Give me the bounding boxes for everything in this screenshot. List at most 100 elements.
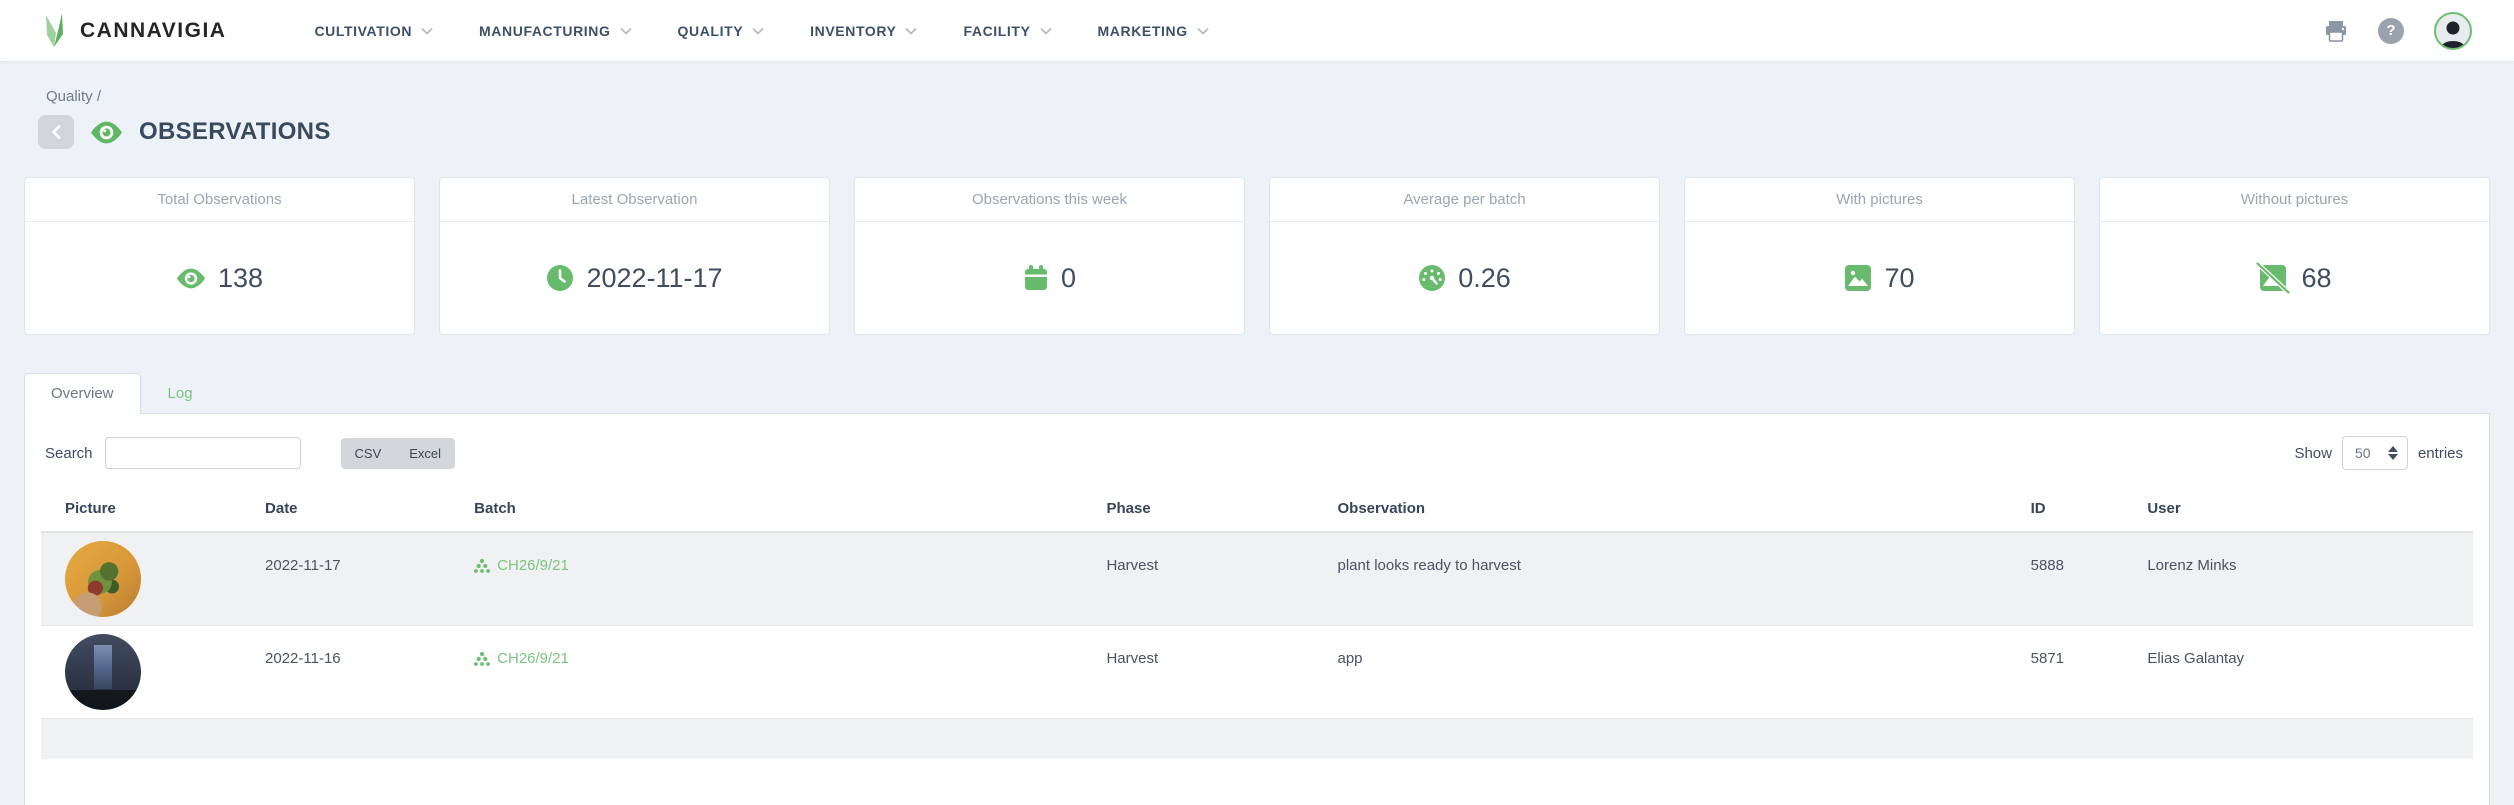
tab-log[interactable]: Log [167, 385, 193, 402]
brand-name: CANNAVIGIA [80, 18, 227, 42]
user-avatar[interactable] [2434, 11, 2472, 50]
stat-card-value: 70 [1884, 262, 1915, 293]
search-label: Search [45, 444, 93, 462]
page-title: OBSERVATIONS [139, 118, 331, 145]
person-icon [2440, 21, 2466, 48]
nav-item-cultivation[interactable]: CULTIVATION [314, 23, 433, 39]
help-button[interactable]: ? [2378, 17, 2404, 44]
breadcrumb[interactable]: Quality / [46, 88, 102, 105]
print-button[interactable] [2324, 20, 2348, 42]
col-header-picture[interactable]: Picture [41, 484, 256, 533]
calendar-icon [1024, 265, 1047, 290]
page-size-select[interactable]: 50 [2341, 436, 2408, 470]
tab-bar: Overview Log [24, 373, 2490, 414]
col-header-observation[interactable]: Observation [1327, 484, 2021, 533]
nav-item-marketing[interactable]: MARKETING [1098, 23, 1209, 39]
observation-photo[interactable] [65, 541, 141, 617]
stat-card-label: With pictures [1685, 178, 2074, 222]
batch-label: CH26/9/21 [497, 650, 569, 667]
stat-card-total-observations: Total Observations 138 [24, 177, 415, 335]
clock-icon [547, 265, 574, 291]
stat-card-value: 68 [2301, 262, 2332, 293]
stat-card-label: Total Observations [25, 178, 414, 222]
batch-sitemap-icon [474, 558, 491, 573]
nav-item-facility[interactable]: FACILITY [963, 23, 1052, 39]
col-header-id[interactable]: ID [2020, 484, 2138, 533]
col-header-date[interactable]: Date [255, 484, 465, 533]
nav-item-inventory[interactable]: INVENTORY [810, 23, 918, 39]
stat-card-value: 2022-11-17 [586, 262, 723, 293]
nav-item-quality[interactable]: QUALITY [678, 23, 765, 39]
col-header-phase[interactable]: Phase [1096, 484, 1328, 533]
chevron-down-icon [905, 27, 918, 35]
cell-user: Elias Galantay [2137, 625, 2473, 719]
page-title-row: OBSERVATIONS [38, 115, 2514, 149]
table-row: 2022-11-16 CH26/9/21 Har [41, 625, 2473, 719]
stat-card-label: Without pictures [2100, 178, 2489, 222]
topbar: CANNAVIGIA CULTIVATION MANUFACTURING QUA… [0, 0, 2514, 62]
chevron-left-icon [52, 125, 61, 139]
chevron-down-icon [619, 27, 632, 35]
col-header-user[interactable]: User [2137, 484, 2473, 533]
cell-id: 5888 [2020, 531, 2138, 626]
nav-item-manufacturing[interactable]: MANUFACTURING [479, 23, 632, 39]
table-row: 2022-11-17 CH26/9/21 Har [41, 531, 2473, 626]
page-size-value: 50 [2354, 445, 2371, 461]
batch-label: CH26/9/21 [497, 557, 569, 574]
eye-icon [91, 121, 122, 143]
topbar-actions: ? [2324, 11, 2472, 50]
stat-card-label: Average per batch [1270, 178, 1659, 222]
cell-date: 2022-11-16 [255, 625, 465, 719]
stat-card-value: 0 [1060, 262, 1077, 293]
cell-phase: Harvest [1096, 625, 1328, 719]
chevron-down-icon [1197, 27, 1209, 35]
batch-link[interactable]: CH26/9/21 [474, 650, 569, 667]
observation-photo[interactable] [65, 634, 141, 710]
back-button[interactable] [38, 115, 74, 149]
table-toolbar: Search CSV Excel Show 50 entries [41, 430, 2473, 484]
search-input[interactable] [104, 437, 301, 469]
csv-export-button[interactable]: CSV [340, 437, 396, 469]
cell-id: 5871 [2020, 625, 2138, 719]
stat-card-latest-observation: Latest Observation 2022-11-17 [439, 177, 830, 335]
observations-table: Picture Date Batch Phase Observation ID … [41, 484, 2473, 759]
stat-card-value: 0.26 [1458, 262, 1511, 293]
batch-sitemap-icon [474, 651, 491, 666]
gauge-icon [1419, 265, 1446, 291]
chevron-down-icon [752, 27, 764, 35]
stats-cards: Total Observations 138 Latest Observatio… [24, 177, 2490, 335]
chevron-down-icon [1039, 27, 1052, 35]
entries-label: entries [2417, 444, 2463, 462]
cell-date: 2022-11-17 [255, 531, 465, 626]
chevron-down-icon [421, 27, 433, 35]
printer-icon [2326, 20, 2346, 42]
main-nav: CULTIVATION MANUFACTURING QUALITY INVENT… [314, 23, 1209, 39]
export-button-group: CSV Excel [340, 437, 456, 469]
stat-card-label: Latest Observation [440, 178, 829, 222]
cell-observation: app [1327, 625, 2021, 719]
stat-card-with-pictures: With pictures 70 [1684, 177, 2075, 335]
stat-card-value: 138 [217, 262, 264, 293]
cell-observation: plant looks ready to harvest [1327, 531, 2021, 626]
col-header-batch[interactable]: Batch [464, 484, 1097, 533]
stat-card-average-per-batch: Average per batch 0.26 [1269, 177, 1660, 335]
show-label: Show [2294, 444, 2332, 462]
select-arrows-icon [2387, 446, 2398, 460]
image-slash-icon [2256, 262, 2291, 294]
table-header-row: Picture Date Batch Phase Observation ID … [41, 484, 2473, 533]
image-icon [1845, 265, 1872, 291]
page-size-control: Show 50 entries [2294, 436, 2463, 470]
brand-logo[interactable]: CANNAVIGIA [42, 12, 227, 49]
batch-link[interactable]: CH26/9/21 [474, 557, 569, 574]
stat-card-without-pictures: Without pictures 68 [2099, 177, 2490, 335]
tab-overview[interactable]: Overview [24, 373, 141, 414]
stat-card-observations-this-week: Observations this week 0 [854, 177, 1245, 335]
stat-card-label: Observations this week [855, 178, 1244, 222]
help-icon: ? [2378, 17, 2404, 44]
brand-leaf-icon [46, 12, 63, 47]
table-row-partial [41, 718, 2473, 759]
eye-icon [176, 268, 206, 288]
excel-export-button[interactable]: Excel [395, 437, 456, 469]
overview-panel: Search CSV Excel Show 50 entries Picture… [24, 414, 2490, 805]
cell-user: Lorenz Minks [2137, 531, 2473, 626]
